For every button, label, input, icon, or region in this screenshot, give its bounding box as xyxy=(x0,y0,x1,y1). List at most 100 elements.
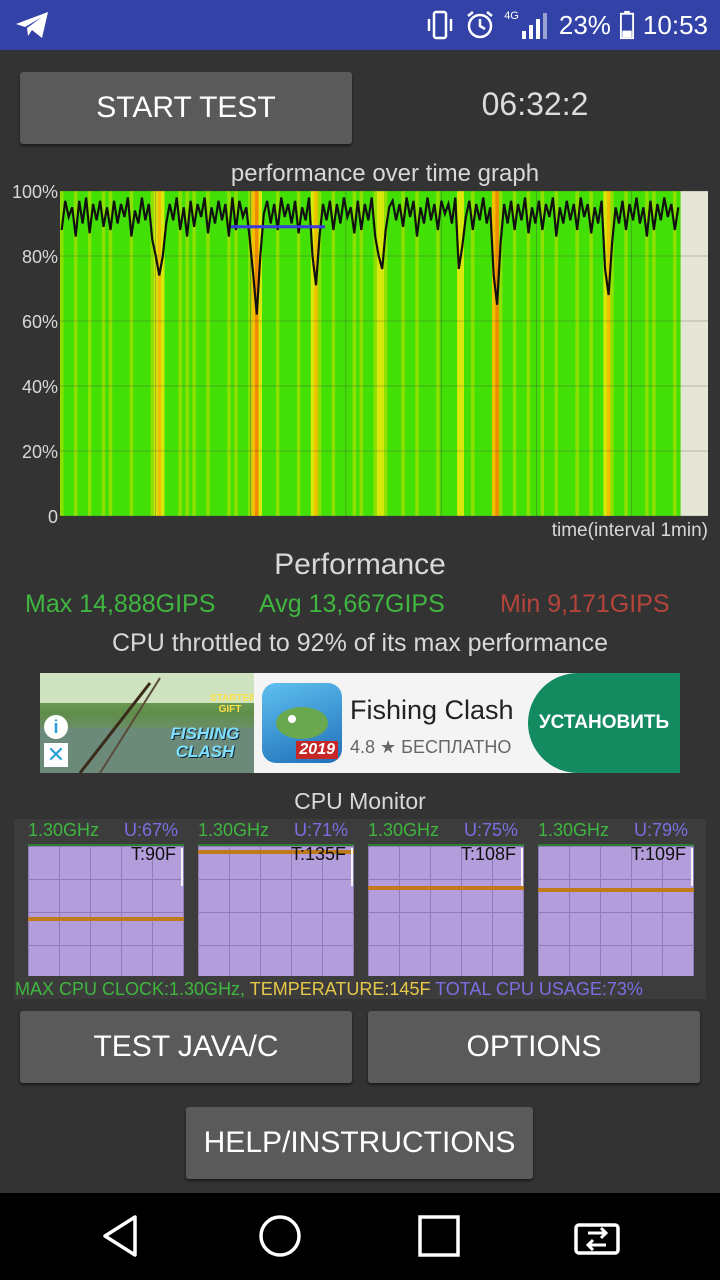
graph-stripe xyxy=(363,191,368,516)
network-type: 4G xyxy=(504,10,519,22)
graph-stripe xyxy=(147,191,152,516)
graph-stripe xyxy=(453,191,458,516)
graph-stripe xyxy=(373,191,378,516)
graph-stripe xyxy=(154,191,159,516)
fish-icon xyxy=(276,707,328,739)
graph-stripe xyxy=(331,191,336,516)
graph-stripe xyxy=(227,191,232,516)
battery-percent: 23% xyxy=(558,9,611,40)
graph-stripe xyxy=(342,191,347,516)
graph-stripe xyxy=(202,191,207,516)
graph-stripe xyxy=(192,191,197,516)
graph-stripe xyxy=(101,191,106,516)
ad-info-icon[interactable]: i xyxy=(44,715,68,739)
graph-stripe xyxy=(617,191,622,516)
core-graph: T:135F xyxy=(198,844,354,976)
graph-stripe xyxy=(126,191,131,516)
graph-stripe xyxy=(206,191,211,516)
ad-banner[interactable]: STARTER GIFT FISHING CLASH i ✕ 2019 Fish… xyxy=(40,673,680,773)
graph-stripe xyxy=(582,191,587,516)
graph-stripe xyxy=(558,191,563,516)
test-java-c-button[interactable]: TEST JAVA/C xyxy=(20,1011,352,1083)
graph-stripe xyxy=(565,191,570,516)
graph-stripe xyxy=(376,191,382,516)
graph-stripe xyxy=(519,191,524,516)
graph-stripe xyxy=(307,191,312,516)
graph-stripe xyxy=(112,191,117,516)
graph-stripe xyxy=(157,191,162,516)
start-test-button[interactable]: START TEST xyxy=(20,72,352,144)
graph-stripe xyxy=(404,191,409,516)
graph-stripe xyxy=(108,191,113,516)
battery-icon xyxy=(619,10,634,40)
core-usage-line xyxy=(198,850,354,854)
graph-stripe xyxy=(547,191,552,516)
ad-rating: 4.8 ★ БЕСПЛАТНО xyxy=(350,737,512,757)
graph-stripe xyxy=(91,191,96,516)
ad-title[interactable]: Fishing Clash xyxy=(350,695,514,725)
graph-stripe xyxy=(537,191,542,516)
graph-stripe xyxy=(241,191,246,516)
graph-stripe xyxy=(60,191,65,516)
graph-stripe xyxy=(457,191,462,516)
signal-icon xyxy=(521,13,547,39)
graph-stripe xyxy=(655,191,660,516)
graph-stripe xyxy=(87,191,92,516)
avg-performance: Avg 13,667GIPS xyxy=(259,590,445,618)
graph-stripe xyxy=(488,191,493,516)
graph-stripe xyxy=(592,191,598,516)
options-button[interactable]: OPTIONS xyxy=(368,1011,700,1083)
cpu-temperature: TEMPERATURE:145F xyxy=(249,979,431,999)
graph-stripe xyxy=(77,191,82,516)
graph-stripe xyxy=(624,191,629,516)
graph-stripe xyxy=(599,191,604,516)
core-temp-marker xyxy=(521,848,523,886)
ad-close-icon[interactable]: ✕ xyxy=(44,743,68,767)
graph-stripe xyxy=(495,191,500,516)
graph-stripe xyxy=(338,191,343,516)
cpu-summary-line: MAX CPU CLOCK:1.30GHz, TEMPERATURE:145F … xyxy=(15,979,643,1000)
graph-stripe xyxy=(133,191,138,516)
graph-stripe xyxy=(481,191,486,516)
graph-stripe xyxy=(578,191,584,516)
graph-stripe xyxy=(279,191,284,516)
graph-stripe xyxy=(676,191,681,516)
graph-stripe xyxy=(255,191,260,516)
graph-stripe xyxy=(251,191,256,516)
core-temperature: T:109F xyxy=(630,844,686,864)
graph-stripe xyxy=(471,191,476,516)
graph-stripe xyxy=(317,191,322,516)
graph-stripe xyxy=(73,191,79,516)
graph-stripe xyxy=(523,191,528,516)
graph-stripe xyxy=(575,191,580,516)
graph-stripe xyxy=(673,191,678,516)
help-instructions-button[interactable]: HELP/INSTRUCTIONS xyxy=(186,1107,533,1179)
switch-apps-icon[interactable] xyxy=(572,1211,622,1261)
graph-stripe xyxy=(530,191,535,516)
ad-install-button[interactable]: УСТАНОВИТЬ xyxy=(528,673,680,773)
graph-stripe xyxy=(248,191,253,516)
graph-stripe xyxy=(572,191,577,516)
graph-stripe xyxy=(143,191,148,516)
max-cpu-clock: MAX CPU CLOCK:1.30GHz, xyxy=(15,979,246,999)
graph-stripe xyxy=(415,191,420,516)
ad-image[interactable]: STARTER GIFT FISHING CLASH xyxy=(40,673,254,773)
ad-icon-year: 2019 xyxy=(296,741,338,759)
status-right: 4G 23% 10:53 xyxy=(424,0,708,50)
recents-icon[interactable] xyxy=(414,1211,464,1261)
graph-stripe xyxy=(80,191,85,516)
core-usage-line xyxy=(28,917,184,921)
ad-app-icon[interactable]: 2019 xyxy=(262,683,342,763)
core-usage: U:71% xyxy=(294,820,349,840)
ad-scene-graphic xyxy=(40,673,254,773)
graph-stripe xyxy=(178,191,183,516)
back-icon[interactable] xyxy=(97,1211,147,1261)
graph-stripe xyxy=(432,191,437,516)
y-tick-label: 20% xyxy=(22,442,58,462)
graph-stripe xyxy=(230,191,235,516)
home-icon[interactable] xyxy=(255,1211,305,1261)
status-bar: 4G 23% 10:53 xyxy=(0,0,720,50)
graph-stripe xyxy=(551,191,556,516)
graph-stripe xyxy=(265,191,270,516)
graph-stripe xyxy=(418,191,423,516)
